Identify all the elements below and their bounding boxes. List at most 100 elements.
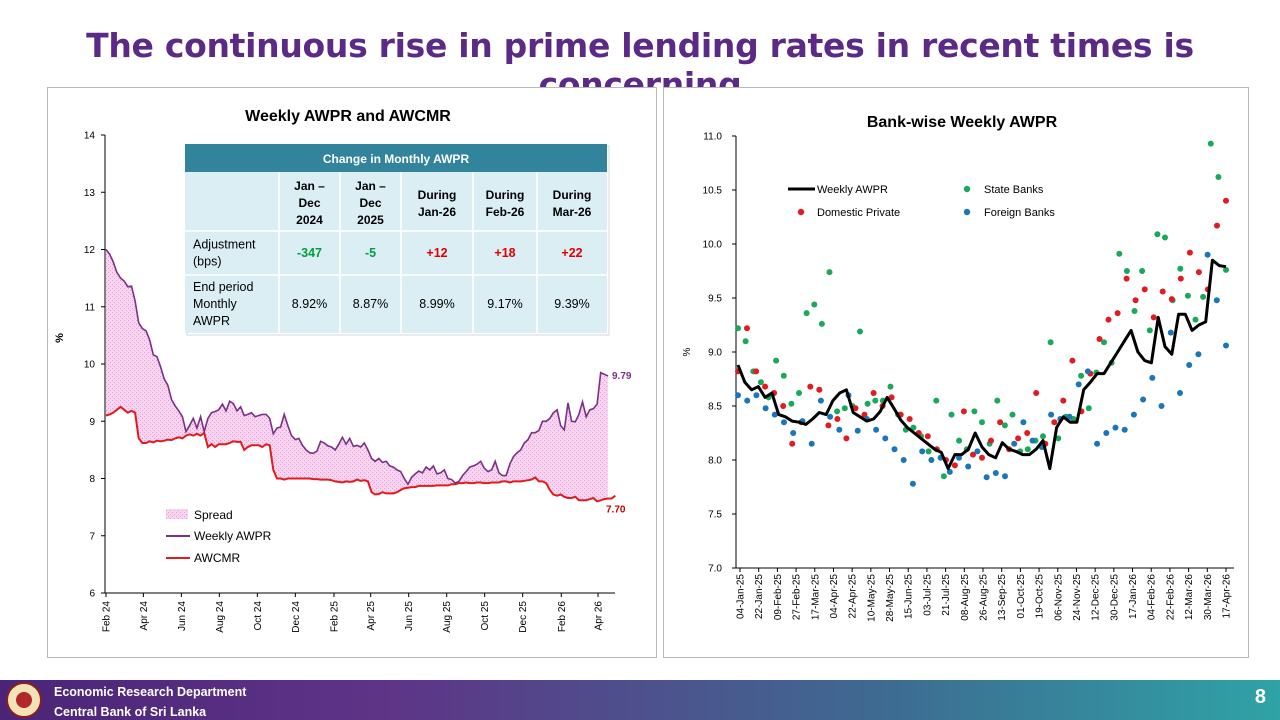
domestic-private-point	[843, 435, 850, 442]
change-in-monthly-awpr-table: Change in Monthly AWPR Jan – Dec 2024 Jan –…	[185, 144, 610, 336]
foreign-banks-point	[808, 440, 815, 447]
table-col-header: Feb-26	[486, 205, 525, 219]
foreign-banks-point	[1140, 396, 1147, 403]
legend-label-weekly-awpr: Weekly AWPR	[817, 184, 888, 196]
table-col-header: Jan –	[355, 179, 386, 193]
right-chart-title: Bank-wise Weekly AWPR	[867, 114, 1058, 131]
domestic-private-point	[1060, 397, 1067, 404]
foreign-banks-point	[1029, 437, 1036, 444]
domestic-private-point	[1195, 269, 1202, 276]
table-cell: 9.17%	[487, 297, 522, 311]
legend-label-state-banks: State Banks	[984, 184, 1044, 196]
x-tick-label: 15-Jun-25	[904, 574, 915, 619]
table-cell: +12	[426, 246, 447, 260]
state-banks-point	[788, 400, 795, 407]
foreign-banks-point	[1112, 424, 1119, 431]
domestic-private-point	[807, 383, 814, 390]
foreign-banks-point	[1195, 351, 1202, 358]
x-tick-label: 30-Dec-25	[1109, 574, 1120, 621]
foreign-banks-point	[735, 392, 741, 399]
x-tick-label: Apr 25	[366, 601, 377, 631]
foreign-banks-point	[1177, 390, 1183, 396]
foreign-banks-point	[983, 474, 990, 481]
left-chart-legend: Spread Weekly AWPR AWCMR	[166, 508, 272, 565]
x-tick-label: 22-Jan-25	[754, 574, 765, 619]
x-tick-label: Aug 25	[442, 601, 453, 633]
state-banks-point	[780, 372, 787, 379]
awcmr-line	[105, 405, 616, 503]
domestic-private-point	[780, 403, 787, 409]
x-tick-label: Apr 26	[594, 601, 605, 631]
state-banks-point	[979, 419, 985, 426]
foreign-banks-point	[992, 470, 999, 476]
domestic-private-point	[1015, 435, 1022, 442]
x-tick-label: 26-Aug-25	[979, 574, 990, 621]
state-banks-point	[1223, 266, 1229, 273]
foreign-banks-point	[1149, 374, 1156, 381]
state-banks-point	[757, 379, 764, 386]
left-chart-title: Weekly AWPR and AWCMR	[245, 108, 451, 125]
state-banks-point	[1123, 268, 1130, 274]
table-cell: +22	[561, 246, 582, 260]
page-title: The continuous rise in prime lending rat…	[86, 26, 1194, 104]
x-tick-label: 06-Nov-25	[1053, 574, 1064, 621]
foreign-banks-point	[790, 430, 797, 436]
table-row-label: Monthly	[193, 297, 238, 311]
state-banks-point	[872, 397, 879, 404]
left-chart-panel: Weekly AWPR and AWCMR 6 7 8 9 10 11 12 13 14 Feb …	[47, 87, 657, 658]
y-tick-label: 10.0	[703, 240, 723, 251]
foreign-banks-point	[1094, 440, 1101, 447]
legend-swatch-state-banks	[963, 185, 971, 193]
right-y-axis-label: %	[682, 347, 693, 356]
table-cell: +18	[494, 246, 515, 260]
domestic-private-point	[834, 416, 841, 422]
state-banks-point	[735, 325, 741, 332]
awcmr-end-label: 7.70	[606, 505, 626, 516]
spread-area	[106, 249, 608, 502]
state-banks-point	[956, 437, 963, 444]
foreign-banks-point	[744, 397, 751, 404]
domestic-private-point	[870, 390, 877, 396]
y-tick-label: 7	[89, 531, 95, 542]
state-banks-point	[971, 408, 978, 415]
x-tick-label: Oct 24	[253, 601, 264, 631]
bank-wise-awpr-chart: Bank-wise Weekly AWPR 7.0 7.5 8.0 8.5 9.0 9.5…	[682, 114, 1234, 622]
domestic-private-point	[1223, 197, 1229, 204]
foreign-banks-point	[1103, 430, 1110, 436]
x-tick-label: 27-Feb-25	[792, 574, 803, 621]
domestic-private-point	[1033, 390, 1040, 396]
domestic-private-point	[997, 419, 1004, 426]
table-col-header: Mar-26	[553, 205, 592, 219]
state-banks-point	[1192, 316, 1199, 323]
state-banks-point	[1040, 433, 1046, 440]
state-banks-point	[841, 405, 848, 412]
domestic-private-point	[1159, 288, 1166, 295]
domestic-private-point	[762, 383, 769, 390]
y-tick-label: 12	[84, 245, 96, 256]
state-banks-point	[948, 411, 955, 418]
x-tick-label: 17-Jan-26	[1128, 574, 1139, 619]
state-banks-point	[1207, 140, 1214, 147]
awpr-end-label: 9.79	[612, 371, 632, 382]
right-chart-legend: Weekly AWPR State Banks Domestic Private…	[788, 184, 1055, 219]
x-tick-label: Dec 24	[291, 601, 302, 633]
state-banks-point	[940, 473, 947, 480]
foreign-banks-point	[946, 468, 953, 475]
state-banks-point	[1047, 339, 1054, 346]
table-col-header: 2024	[296, 213, 323, 227]
foreign-banks-point	[1204, 251, 1211, 258]
foreign-banks-point	[762, 405, 769, 412]
foreign-banks-point	[1002, 473, 1008, 480]
domestic-private-point	[906, 416, 913, 422]
foreign-banks-point	[1121, 426, 1128, 433]
legend-label-spread: Spread	[194, 508, 233, 522]
x-tick-label: 12-Dec-25	[1091, 574, 1102, 621]
state-banks-point	[826, 269, 833, 276]
x-tick-label: 12-Mar-26	[1184, 574, 1195, 621]
foreign-banks-point	[900, 457, 907, 463]
page-number: 8	[1254, 686, 1266, 708]
y-tick-label: 7.5	[708, 510, 722, 521]
x-tick-label: 04-Feb-26	[1147, 574, 1158, 621]
foreign-banks-point	[873, 426, 880, 433]
state-banks-point	[1101, 339, 1107, 346]
